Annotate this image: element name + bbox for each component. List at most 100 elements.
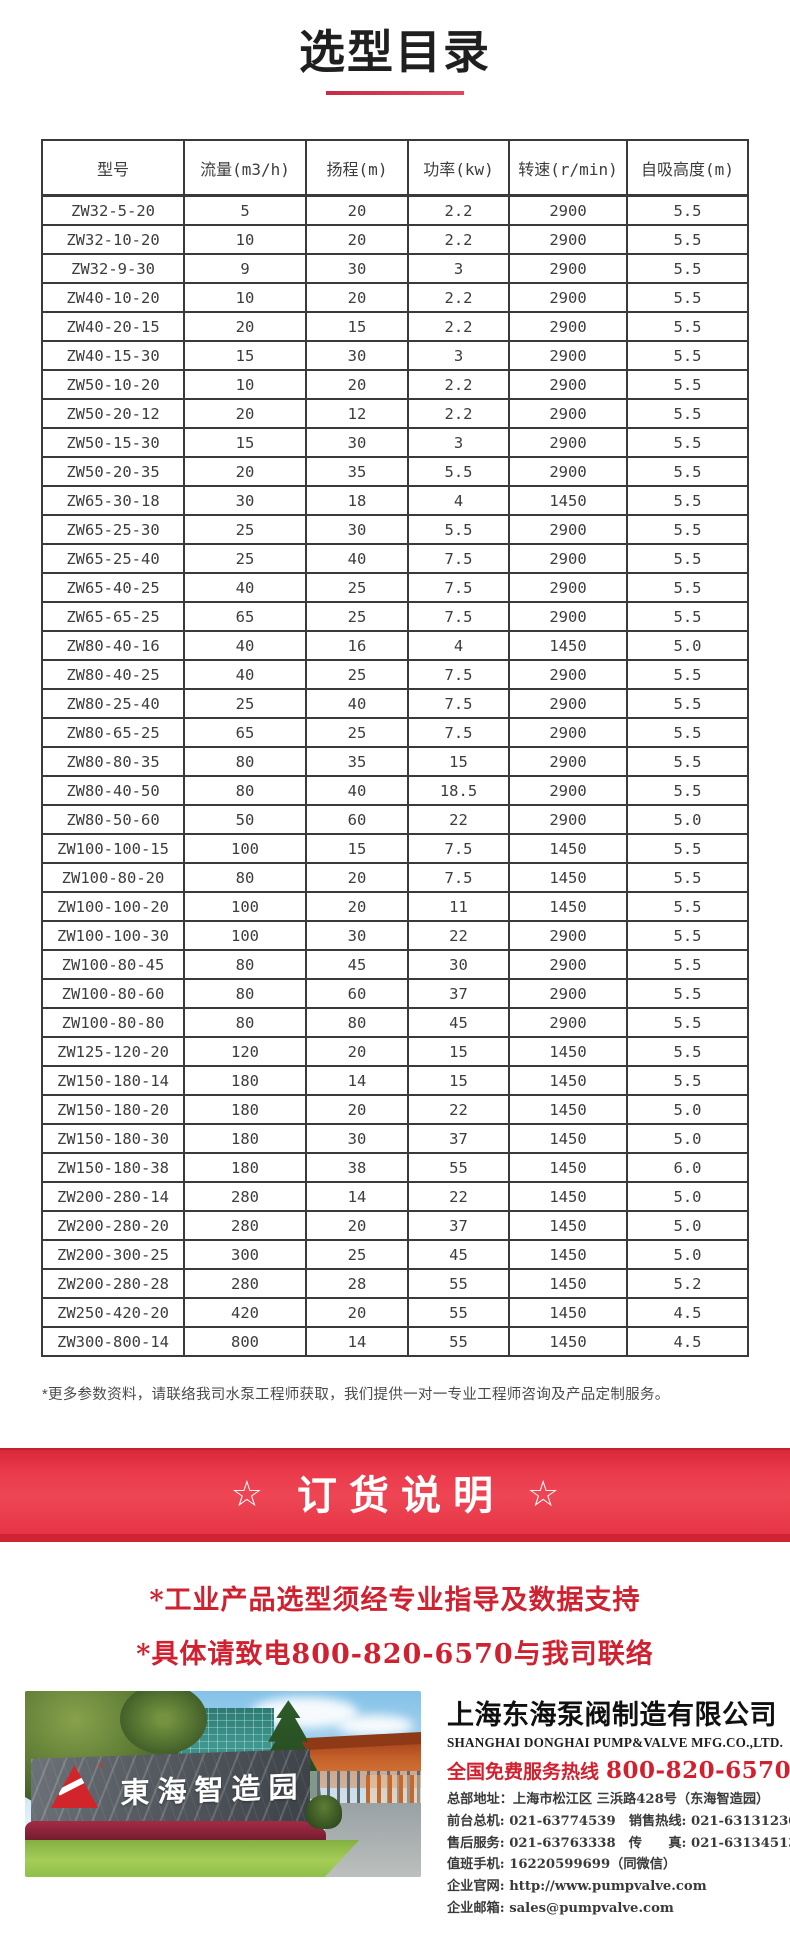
contact-lines: 总部地址：上海市松江区 三浜路428号（东海智造园） 前台总机: 021-6377…	[447, 1789, 790, 1920]
table-cell: 2900	[508, 224, 628, 255]
table-cell: ZW80-40-50	[41, 775, 185, 806]
table-cell: 5.0	[626, 1181, 749, 1212]
table-cell: ZW50-15-30	[41, 427, 185, 458]
table-row: ZW100-100-20 100 20 11 1450 5.5	[41, 891, 749, 922]
table-cell: 28	[305, 1268, 409, 1299]
table-cell: 4.5	[626, 1297, 749, 1328]
table-cell: ZW50-20-35	[41, 456, 185, 487]
table-cell: 1450	[508, 1326, 628, 1357]
table-cell: 10	[183, 224, 307, 255]
table-cell: 14	[305, 1181, 409, 1212]
table-cell: 5.5	[626, 456, 749, 487]
table-cell: 55	[407, 1268, 510, 1299]
table-cell: 15	[407, 746, 510, 777]
table-row: ZW50-20-12 20 12 2.2 2900 5.5	[41, 398, 749, 429]
table-cell: 2900	[508, 1007, 628, 1038]
table-cell: 2900	[508, 920, 628, 951]
table-cell: 18.5	[407, 775, 510, 806]
table-row: ZW100-80-20 80 20 7.5 1450 5.5	[41, 862, 749, 893]
table-cell: 15	[407, 1065, 510, 1096]
table-cell: 5.5	[626, 194, 749, 226]
table-cell: 20	[305, 1036, 409, 1067]
contact-line: 企业官网: http://www.pumpvalve.com	[447, 1879, 707, 1895]
table-cell: 2900	[508, 659, 628, 690]
table-cell: 5.5	[626, 514, 749, 545]
table-cell: 120	[183, 1036, 307, 1067]
table-row: ZW100-80-45 80 45 30 2900 5.5	[41, 949, 749, 980]
table-cell: 10	[183, 282, 307, 313]
table-cell: 25	[305, 572, 409, 603]
table-cell: 7.5	[407, 543, 510, 574]
table-cell: ZW100-80-60	[41, 978, 185, 1009]
table-cell: 80	[183, 978, 307, 1009]
table-cell: 3	[407, 253, 510, 284]
table-cell: 20	[305, 369, 409, 400]
table-cell: 20	[305, 891, 409, 922]
table-row: ZW65-30-18 30 18 4 1450 5.5	[41, 485, 749, 516]
table-cell: 5.5	[626, 369, 749, 400]
table-row: ZW80-80-35 80 35 15 2900 5.5	[41, 746, 749, 777]
table-cell: 2900	[508, 572, 628, 603]
photo-trees	[120, 1691, 208, 1755]
table-cell: 40	[183, 572, 307, 603]
table-cell: 20	[183, 456, 307, 487]
table-cell: ZW40-10-20	[41, 282, 185, 313]
table-cell: 20	[183, 398, 307, 429]
table-cell: 180	[183, 1094, 307, 1125]
table-cell: 15	[183, 340, 307, 371]
table-cell: 20	[305, 1210, 409, 1241]
table-cell: 55	[407, 1297, 510, 1328]
table-cell: 2900	[508, 369, 628, 400]
table-cell: 25	[305, 601, 409, 632]
table-cell: 4	[407, 630, 510, 661]
table-cell: 2900	[508, 340, 628, 371]
table-row: ZW40-15-30 15 30 3 2900 5.5	[41, 340, 749, 371]
table-cell: 40	[305, 775, 409, 806]
table-cell: 2900	[508, 253, 628, 284]
table-row: ZW80-40-25 40 25 7.5 2900 5.5	[41, 659, 749, 690]
table-cell: 2.2	[407, 398, 510, 429]
table-cell: 18	[305, 485, 409, 516]
table-cell: 180	[183, 1123, 307, 1154]
column-header: 自吸高度(m)	[626, 139, 749, 197]
order-note-line: *具体请致电800-820-6570与我司联络	[136, 1639, 654, 1670]
table-cell: 25	[305, 659, 409, 690]
table-cell: 5.0	[626, 1094, 749, 1125]
table-row: ZW50-15-30 15 30 3 2900 5.5	[41, 427, 749, 458]
table-cell: 80	[183, 862, 307, 893]
table-cell: ZW80-80-35	[41, 746, 185, 777]
table-cell: 5.5	[626, 717, 749, 748]
table-cell: 2900	[508, 282, 628, 313]
table-cell: 5.5	[407, 456, 510, 487]
table-cell: 5.5	[626, 978, 749, 1009]
table-cell: 14	[305, 1326, 409, 1357]
table-cell: 7.5	[407, 717, 510, 748]
table-cell: 1450	[508, 1065, 628, 1096]
star-icon: ☆	[527, 1473, 560, 1514]
table-cell: 3	[407, 427, 510, 458]
order-banner: ☆ 订货说明 ☆	[0, 1448, 790, 1542]
table-cell: 16	[305, 630, 409, 661]
table-row: ZW200-280-14 280 14 22 1450 5.0	[41, 1181, 749, 1212]
table-row: ZW100-100-15 100 15 7.5 1450 5.5	[41, 833, 749, 864]
table-cell: 420	[183, 1297, 307, 1328]
table-cell: 5.5	[626, 1065, 749, 1096]
table-row: ZW65-25-40 25 40 7.5 2900 5.5	[41, 543, 749, 574]
table-cell: 40	[305, 688, 409, 719]
table-cell: 2900	[508, 688, 628, 719]
column-header: 型号	[41, 139, 185, 197]
table-cell: 1450	[508, 1152, 628, 1183]
table-row: ZW150-180-38 180 38 55 1450 6.0	[41, 1152, 749, 1183]
table-row: ZW200-280-20 280 20 37 1450 5.0	[41, 1210, 749, 1241]
table-cell: 25	[305, 1239, 409, 1270]
table-cell: 1450	[508, 485, 628, 516]
table-cell: 5.5	[626, 688, 749, 719]
table-cell: 5.5	[626, 833, 749, 864]
table-row: ZW100-100-30 100 30 22 2900 5.5	[41, 920, 749, 951]
table-cell: ZW65-25-30	[41, 514, 185, 545]
table-cell: ZW40-20-15	[41, 311, 185, 342]
table-cell: 7.5	[407, 833, 510, 864]
table-row: ZW50-10-20 10 20 2.2 2900 5.5	[41, 369, 749, 400]
contact-line: 售后服务: 021-63763338 传 真: 021-63134513	[447, 1835, 790, 1851]
table-cell: 60	[305, 978, 409, 1009]
